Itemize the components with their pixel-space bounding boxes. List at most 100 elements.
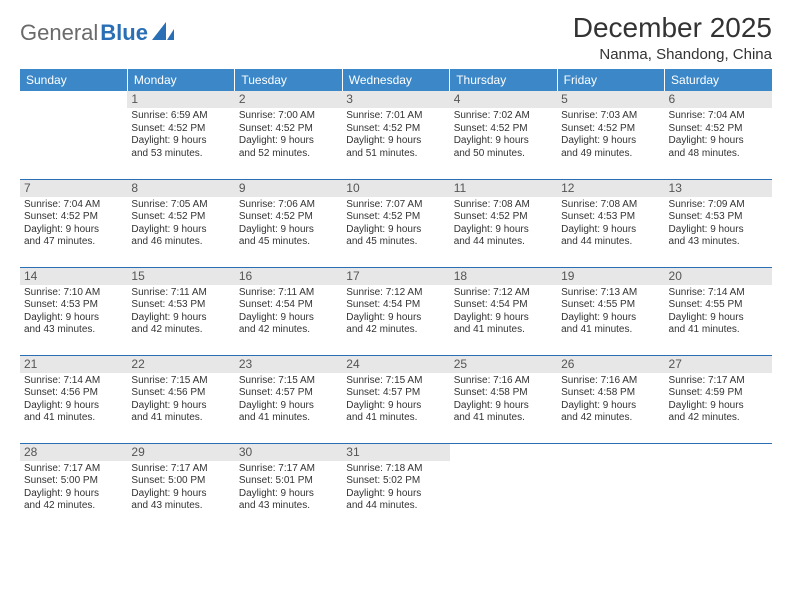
daylight2-text: and 46 minutes.: [131, 236, 230, 249]
sunrise-text: Sunrise: 7:08 AM: [561, 199, 660, 212]
sunset-text: Sunset: 5:01 PM: [239, 475, 338, 488]
daylight1-text: Daylight: 9 hours: [454, 224, 553, 237]
weekday-header: Monday: [127, 69, 234, 91]
weekday-header: Wednesday: [342, 69, 449, 91]
sunrise-text: Sunrise: 7:11 AM: [239, 287, 338, 300]
day-number: 13: [665, 180, 772, 197]
daylight2-text: and 44 minutes.: [561, 236, 660, 249]
sunset-text: Sunset: 4:58 PM: [561, 387, 660, 400]
calendar-cell: [20, 91, 127, 179]
sunrise-text: Sunrise: 6:59 AM: [131, 110, 230, 123]
daylight2-text: and 41 minutes.: [454, 324, 553, 337]
sunset-text: Sunset: 4:52 PM: [454, 123, 553, 136]
sunrise-text: Sunrise: 7:17 AM: [131, 463, 230, 476]
day-number: 7: [20, 180, 127, 197]
daylight1-text: Daylight: 9 hours: [346, 488, 445, 501]
day-number: 30: [235, 444, 342, 461]
calendar-cell: 4Sunrise: 7:02 AMSunset: 4:52 PMDaylight…: [450, 91, 557, 179]
daylight1-text: Daylight: 9 hours: [239, 488, 338, 501]
daylight1-text: Daylight: 9 hours: [669, 312, 768, 325]
sunset-text: Sunset: 5:00 PM: [24, 475, 123, 488]
page-title: December 2025: [573, 12, 772, 44]
weekday-header-row: Sunday Monday Tuesday Wednesday Thursday…: [20, 69, 772, 91]
daylight2-text: and 42 minutes.: [24, 500, 123, 513]
daylight2-text: and 41 minutes.: [561, 324, 660, 337]
sunrise-text: Sunrise: 7:07 AM: [346, 199, 445, 212]
sunrise-text: Sunrise: 7:00 AM: [239, 110, 338, 123]
calendar-cell: 19Sunrise: 7:13 AMSunset: 4:55 PMDayligh…: [557, 267, 664, 355]
sunrise-text: Sunrise: 7:04 AM: [669, 110, 768, 123]
sunset-text: Sunset: 4:53 PM: [131, 299, 230, 312]
calendar-cell: 24Sunrise: 7:15 AMSunset: 4:57 PMDayligh…: [342, 355, 449, 443]
sunset-text: Sunset: 4:58 PM: [454, 387, 553, 400]
sunrise-text: Sunrise: 7:03 AM: [561, 110, 660, 123]
daylight2-text: and 42 minutes.: [239, 324, 338, 337]
calendar-cell: 23Sunrise: 7:15 AMSunset: 4:57 PMDayligh…: [235, 355, 342, 443]
day-number: 23: [235, 356, 342, 373]
day-number: 2: [235, 91, 342, 108]
day-number: 12: [557, 180, 664, 197]
sunrise-text: Sunrise: 7:04 AM: [24, 199, 123, 212]
daylight2-text: and 41 minutes.: [346, 412, 445, 425]
logo-text-blue: Blue: [100, 20, 148, 46]
day-number: 20: [665, 268, 772, 285]
sunrise-text: Sunrise: 7:02 AM: [454, 110, 553, 123]
weekday-header: Friday: [557, 69, 664, 91]
sunset-text: Sunset: 5:02 PM: [346, 475, 445, 488]
daylight1-text: Daylight: 9 hours: [669, 135, 768, 148]
day-number: 29: [127, 444, 234, 461]
sunrise-text: Sunrise: 7:15 AM: [239, 375, 338, 388]
sunrise-text: Sunrise: 7:13 AM: [561, 287, 660, 300]
daylight1-text: Daylight: 9 hours: [131, 135, 230, 148]
calendar-table: Sunday Monday Tuesday Wednesday Thursday…: [20, 69, 772, 531]
daylight1-text: Daylight: 9 hours: [24, 400, 123, 413]
calendar-cell: 6Sunrise: 7:04 AMSunset: 4:52 PMDaylight…: [665, 91, 772, 179]
daylight1-text: Daylight: 9 hours: [131, 312, 230, 325]
day-number: 21: [20, 356, 127, 373]
weekday-header: Saturday: [665, 69, 772, 91]
daylight2-text: and 50 minutes.: [454, 148, 553, 161]
daylight2-text: and 43 minutes.: [24, 324, 123, 337]
calendar-cell: 21Sunrise: 7:14 AMSunset: 4:56 PMDayligh…: [20, 355, 127, 443]
calendar-cell: 31Sunrise: 7:18 AMSunset: 5:02 PMDayligh…: [342, 443, 449, 531]
sunrise-text: Sunrise: 7:16 AM: [561, 375, 660, 388]
calendar-body: 1 Sunrise: 6:59 AM Sunset: 4:52 PM Daylight…: [20, 91, 772, 531]
daylight2-text: and 42 minutes.: [346, 324, 445, 337]
daylight2-text: and 42 minutes.: [669, 412, 768, 425]
day-number: 22: [127, 356, 234, 373]
sunrise-text: Sunrise: 7:05 AM: [131, 199, 230, 212]
sunrise-text: Sunrise: 7:17 AM: [24, 463, 123, 476]
daylight2-text: and 42 minutes.: [131, 324, 230, 337]
calendar-row: 1 Sunrise: 6:59 AM Sunset: 4:52 PM Daylight…: [20, 91, 772, 179]
daylight1-text: Daylight: 9 hours: [454, 400, 553, 413]
daylight1-text: Daylight: 9 hours: [561, 224, 660, 237]
weekday-header: Sunday: [20, 69, 127, 91]
sunset-text: Sunset: 4:53 PM: [561, 211, 660, 224]
day-number: 1: [127, 91, 234, 108]
daylight2-text: and 43 minutes.: [239, 500, 338, 513]
daylight1-text: Daylight: 9 hours: [346, 400, 445, 413]
day-number: 14: [20, 268, 127, 285]
sunset-text: Sunset: 5:00 PM: [131, 475, 230, 488]
sunset-text: Sunset: 4:52 PM: [346, 211, 445, 224]
calendar-cell: [665, 443, 772, 531]
sunset-text: Sunset: 4:56 PM: [24, 387, 123, 400]
sunset-text: Sunset: 4:55 PM: [669, 299, 768, 312]
daylight2-text: and 41 minutes.: [454, 412, 553, 425]
daylight1-text: Daylight: 9 hours: [346, 135, 445, 148]
day-number: 6: [665, 91, 772, 108]
daylight2-text: and 51 minutes.: [346, 148, 445, 161]
daylight2-text: and 52 minutes.: [239, 148, 338, 161]
calendar-cell: [450, 443, 557, 531]
calendar-cell: 18Sunrise: 7:12 AMSunset: 4:54 PMDayligh…: [450, 267, 557, 355]
calendar-cell: 17Sunrise: 7:12 AMSunset: 4:54 PMDayligh…: [342, 267, 449, 355]
sunset-text: Sunset: 4:52 PM: [131, 211, 230, 224]
calendar-cell: 13Sunrise: 7:09 AMSunset: 4:53 PMDayligh…: [665, 179, 772, 267]
sunrise-text: Sunrise: 7:11 AM: [131, 287, 230, 300]
calendar-cell: 16Sunrise: 7:11 AMSunset: 4:54 PMDayligh…: [235, 267, 342, 355]
daylight1-text: Daylight: 9 hours: [669, 400, 768, 413]
day-number: 4: [450, 91, 557, 108]
sunrise-text: Sunrise: 7:17 AM: [239, 463, 338, 476]
logo-sail-icon: [152, 22, 174, 45]
daylight2-text: and 42 minutes.: [561, 412, 660, 425]
